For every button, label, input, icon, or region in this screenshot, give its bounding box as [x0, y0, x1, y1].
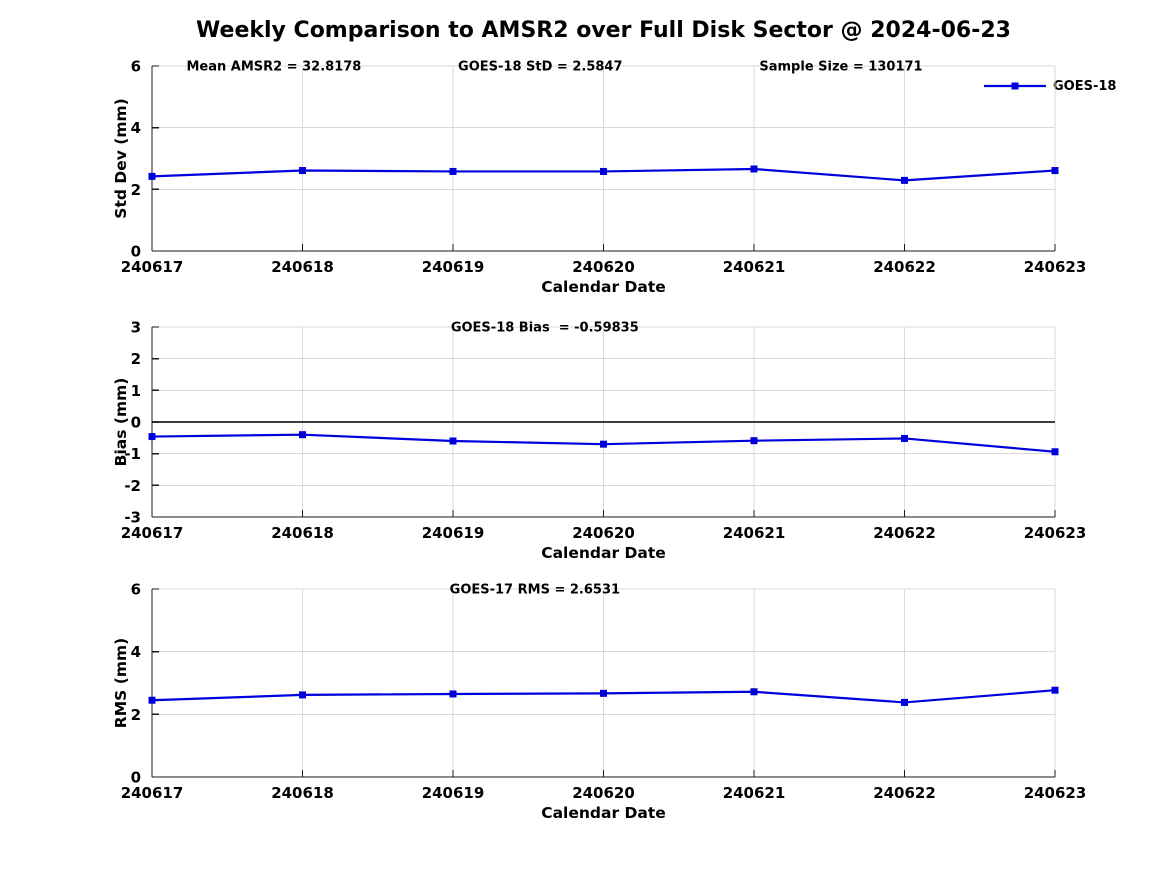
subplot-bias: -3 -2 -1 0 1 2 3 240617 240618 240619 240620 240621…	[112, 319, 1086, 563]
y-axis-label: RMS (mm)	[112, 638, 130, 728]
x-tick-label: 240622	[873, 784, 936, 802]
x-tick-label: 240622	[873, 524, 936, 542]
data-point-marker	[299, 431, 306, 439]
legend-label: GOES-18	[1053, 78, 1117, 94]
x-tick-label: 240617	[121, 258, 184, 276]
y-tick-label: 0	[131, 769, 141, 787]
data-point-marker	[750, 437, 758, 445]
subplot-std-dev: 0 2 4 6 240617 240618 240619 240620 240621 240622…	[112, 58, 1086, 297]
x-axis-label: Calendar Date	[541, 278, 666, 296]
y-tick-label: 0	[131, 243, 141, 261]
data-point-marker	[299, 691, 306, 699]
y-tick-label: 1	[131, 382, 141, 400]
x-tick-label: 240618	[271, 258, 334, 276]
x-tick-label: 240621	[723, 258, 786, 276]
data-point-marker	[449, 690, 457, 698]
x-tick-label: 240617	[121, 784, 184, 802]
x-axis-label: Calendar Date	[541, 544, 666, 562]
annotation-text: GOES-18 Bias = -0.59835	[451, 321, 639, 336]
x-tick-label: 240618	[271, 524, 334, 542]
y-tick-label: 2	[131, 181, 141, 199]
x-tick-label: 240620	[572, 784, 635, 802]
y-tick-label: 2	[131, 706, 141, 724]
annotation-text: Sample Size = 130171	[759, 60, 922, 75]
y-tick-label: 2	[131, 350, 141, 368]
x-axis-label: Calendar Date	[541, 804, 666, 822]
data-point-marker	[148, 172, 156, 180]
y-tick-label: 4	[131, 643, 141, 661]
y-axis-label: Std Dev (mm)	[112, 98, 130, 218]
data-point-marker	[901, 698, 908, 706]
data-point-marker	[1051, 167, 1059, 175]
subplot-rms: 0 2 4 6 240617 240618 240619 240620 240621 240622…	[112, 581, 1086, 823]
y-tick-label: 6	[131, 58, 141, 76]
legend: GOES-18	[983, 78, 1116, 94]
data-point-marker	[148, 696, 156, 704]
annotation-text: Mean AMSR2 = 32.8178	[186, 60, 361, 75]
x-tick-label: 240620	[572, 258, 635, 276]
data-point-marker	[299, 167, 306, 175]
data-point-marker	[901, 434, 908, 442]
x-tick-label: 240623	[1024, 524, 1087, 542]
data-point-marker	[750, 165, 758, 173]
y-tick-label: -3	[124, 509, 141, 527]
figure-title: Weekly Comparison to AMSR2 over Full Dis…	[196, 18, 1011, 43]
x-tick-label: 240623	[1024, 258, 1087, 276]
x-tick-label: 240621	[723, 524, 786, 542]
data-point-marker	[600, 689, 607, 697]
x-tick-label: 240621	[723, 784, 786, 802]
y-tick-label: 4	[131, 119, 141, 137]
data-point-marker	[600, 440, 607, 448]
x-tick-label: 240619	[422, 784, 485, 802]
x-tick-label: 240622	[873, 258, 936, 276]
y-tick-label: 3	[131, 319, 141, 337]
x-tick-label: 240623	[1024, 784, 1087, 802]
x-tick-label: 240618	[271, 784, 334, 802]
data-point-marker	[750, 688, 758, 696]
legend-line-sample	[984, 82, 1046, 90]
legend-square-marker-icon	[1011, 82, 1019, 90]
y-tick-label: -1	[124, 445, 141, 463]
y-tick-label: -2	[124, 477, 141, 495]
y-tick-label: 0	[131, 414, 141, 432]
data-point-marker	[148, 433, 156, 441]
data-point-marker	[449, 167, 457, 175]
data-point-marker	[449, 437, 457, 445]
data-point-marker	[1051, 448, 1059, 456]
x-tick-label: 240619	[422, 524, 485, 542]
x-tick-label: 240617	[121, 524, 184, 542]
annotation-text: GOES-17 RMS = 2.6531	[450, 583, 620, 598]
annotation-text: GOES-18 StD = 2.5847	[458, 60, 622, 75]
x-tick-label: 240620	[572, 524, 635, 542]
data-point-marker	[1051, 686, 1059, 694]
y-tick-label: 6	[131, 581, 141, 599]
data-point-marker	[901, 176, 908, 184]
y-axis-label: Bias (mm)	[112, 378, 130, 467]
x-tick-label: 240619	[422, 258, 485, 276]
data-point-marker	[600, 167, 607, 175]
